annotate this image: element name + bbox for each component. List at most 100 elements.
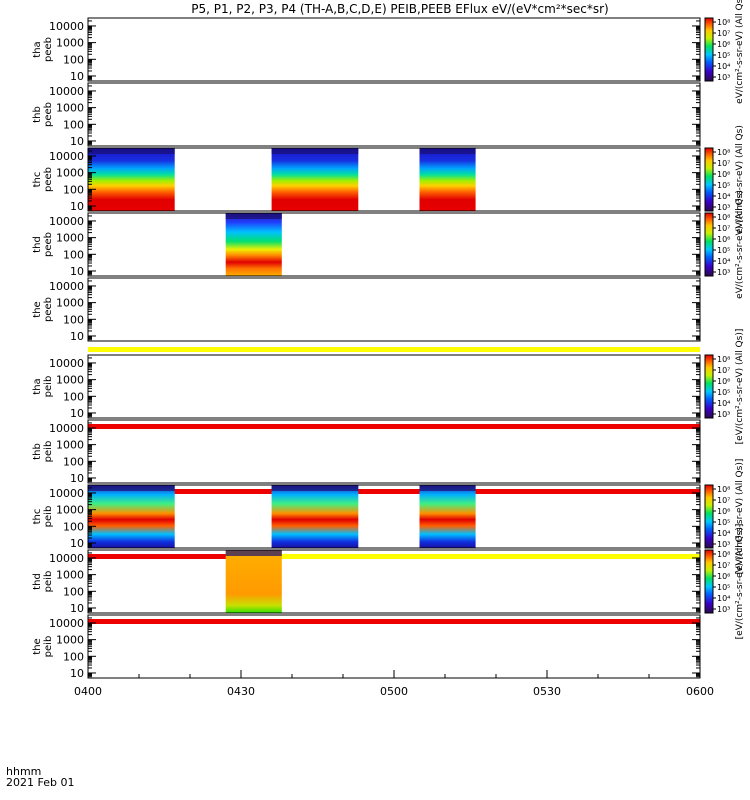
colorbar-tick-label: 10⁷ [717, 561, 730, 570]
colorbar-tick-label: 10³ [717, 203, 730, 212]
y-tick-label: 10 [70, 330, 84, 343]
y-tick-label: 10 [70, 667, 84, 680]
panel-frame [87, 549, 701, 614]
panel-label: peib [43, 506, 54, 528]
colorbar-tick-label: 10⁶ [717, 170, 730, 179]
colorbar-tick-label: 10⁸ [717, 148, 730, 157]
colorbar-label: eV/(cm²-s-sr-eV) (All Qs) [735, 0, 745, 104]
y-tick-label: 10 [70, 200, 84, 213]
panel-label: the [32, 301, 43, 317]
colorbar [704, 354, 714, 419]
status-bar-segment [261, 554, 700, 559]
panel-tha-peeb: 10 100 1000 10000 tha peeb 10³ 10⁴ 10⁵ 10⁶ 10⁷ 10⁸ e… [32, 0, 745, 104]
colorbar-tick-label: 10⁵ [717, 388, 730, 397]
time-axis: 0400 0430 0500 0530 0600 [74, 670, 714, 698]
colorbar-tick-label: 10⁷ [717, 496, 730, 505]
y-tick-label: 1000 [56, 37, 84, 50]
y-tick-label: 100 [63, 455, 84, 468]
hhmm-label: hhmm [6, 765, 41, 778]
colorbar-label: [eV/(cm²-s-sr-eV) (All Qs)] [735, 524, 745, 640]
panel-label: thd [32, 236, 43, 253]
panel-label: peeb [43, 232, 54, 257]
y-tick-label: 10 [70, 407, 84, 420]
y-tick-label: 10000 [49, 215, 84, 228]
panel-the-peib: 10 100 1000 10000 the peib [32, 614, 701, 680]
y-tick-label: 10 [70, 265, 84, 278]
spectrogram-panels: 10 100 1000 10000 tha peeb 10³ 10⁴ 10⁵ 10⁶ 10⁷ 10⁸ e… [32, 0, 745, 680]
y-tick-label: 10000 [49, 552, 84, 565]
colorbar-label: eV/(cm²-s-sr-eV) (All Qs) [735, 125, 745, 234]
colorbar-label: eV/(cm²-s-sr-eV) (All Qs) [735, 190, 745, 299]
data-block-top-band [88, 148, 175, 154]
y-tick-label: 100 [63, 650, 84, 663]
data-block [419, 148, 476, 211]
panel-label: thb [32, 443, 43, 460]
colorbar-tick-label: 10⁵ [717, 246, 730, 255]
y-tick-label: 1000 [56, 232, 84, 245]
status-bar-segment [88, 554, 262, 559]
y-tick-label: 1000 [56, 374, 84, 387]
panel-frame [87, 484, 701, 549]
colorbar-tick-label: 10⁷ [717, 224, 730, 233]
panel-frame [87, 147, 701, 212]
colorbar-tick-label: 10³ [717, 605, 730, 614]
colorbar-label: [eV/(cm²-s-sr-eV) (All Qs)] [735, 329, 745, 445]
y-tick-label: 10 [70, 135, 84, 148]
panel-label: peeb [43, 102, 54, 127]
panel-frame [87, 17, 701, 82]
colorbar-tick-label: 10⁴ [717, 192, 730, 201]
x-tick-label: 0400 [74, 685, 102, 698]
data-block-top-band [419, 485, 476, 491]
y-tick-label: 100 [63, 53, 84, 66]
panel-label: tha [32, 378, 43, 394]
panel-frame [87, 212, 701, 277]
date-label: 2021 Feb 01 [6, 776, 74, 789]
y-tick-label: 1000 [56, 504, 84, 517]
y-tick-label: 1000 [56, 634, 84, 647]
panel-label: thc [32, 509, 43, 525]
status-bar-segment [88, 424, 700, 429]
panel-label: peeb [43, 297, 54, 322]
data-block [225, 213, 282, 276]
data-block [271, 485, 359, 548]
data-block [88, 148, 175, 211]
panel-thd-peeb: 10 100 1000 10000 thd peeb 10³ 10⁴ 10⁵ 10⁶ 10⁷ 10⁸ e… [32, 190, 745, 299]
colorbar-tick-label: 10⁵ [717, 51, 730, 60]
colorbar-tick-label: 10⁶ [717, 572, 730, 581]
colorbar-tick-label: 10⁷ [717, 366, 730, 375]
panel-frame [87, 614, 701, 679]
panel-frame [87, 354, 701, 419]
panel-label: peib [43, 571, 54, 593]
colorbar-tick-label: 10³ [717, 410, 730, 419]
panel-label: tha [32, 41, 43, 57]
colorbar [704, 147, 714, 212]
y-tick-label: 1000 [56, 297, 84, 310]
data-block [271, 148, 359, 211]
y-tick-label: 10000 [49, 357, 84, 370]
colorbar-tick-label: 10⁴ [717, 62, 730, 71]
colorbar [704, 212, 714, 277]
data-block-top-band [419, 148, 476, 154]
y-tick-label: 10000 [49, 617, 84, 630]
colorbar-tick-label: 10⁸ [717, 213, 730, 222]
colorbar-tick-label: 10⁷ [717, 159, 730, 168]
colorbar-tick-label: 10⁷ [717, 29, 730, 38]
panel-thb-peeb: 10 100 1000 10000 thb peeb [32, 82, 701, 148]
y-tick-label: 10000 [49, 20, 84, 33]
panel-tha-peib: 10 100 1000 10000 tha peib 10³ 10⁴ 10⁵ 10⁶ 10⁷ 10⁸ [… [32, 329, 745, 445]
y-tick-label: 1000 [56, 569, 84, 582]
colorbar-tick-label: 10⁶ [717, 235, 730, 244]
colorbar-tick-label: 10³ [717, 73, 730, 82]
data-block-top-band [225, 213, 282, 219]
panel-thc-peib: 10 100 1000 10000 thc peib 10³ 10⁴ 10⁵ 10⁶ 10⁷ 10⁸ [… [32, 459, 745, 575]
colorbar-tick-label: 10⁴ [717, 594, 730, 603]
colorbar-tick-label: 10³ [717, 540, 730, 549]
panel-label: peib [43, 376, 54, 398]
colorbar [704, 17, 714, 82]
data-block-top-band [271, 148, 359, 154]
panel-thc-peeb: 10 100 1000 10000 thc peeb 10³ 10⁴ 10⁵ 10⁶ 10⁷ 10⁸ e… [32, 125, 745, 234]
panel-frame [87, 419, 701, 484]
colorbar-tick-label: 10⁸ [717, 485, 730, 494]
y-tick-label: 100 [63, 183, 84, 196]
